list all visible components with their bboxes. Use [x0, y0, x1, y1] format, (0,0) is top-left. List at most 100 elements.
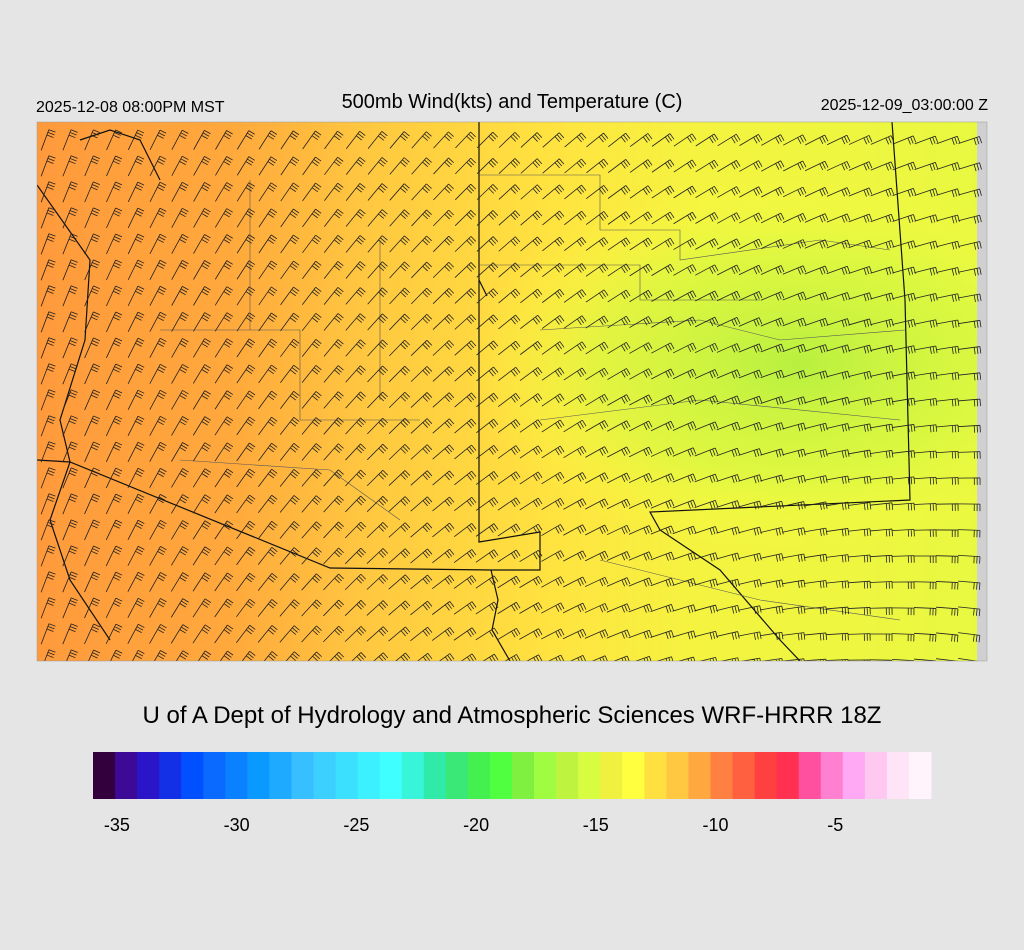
- wind-barb: [302, 208, 322, 228]
- wind-barb: [650, 447, 675, 457]
- wind-barb: [958, 188, 982, 198]
- wind-barb: [936, 162, 961, 172]
- wind-barb: [563, 550, 587, 562]
- wind-barb: [170, 546, 189, 566]
- wind-barb: [132, 649, 145, 661]
- wind-barb: [958, 398, 981, 407]
- wind-barb: [826, 318, 850, 328]
- wind-barb: [936, 398, 960, 407]
- wind-barb: [673, 316, 697, 328]
- wind-barb: [192, 624, 212, 644]
- wind-barb: [192, 364, 211, 384]
- wind-barb: [935, 555, 959, 564]
- wind-barb: [106, 311, 123, 333]
- wind-barb: [892, 161, 917, 171]
- wind-barb: [563, 472, 587, 484]
- wind-barb: [541, 576, 565, 588]
- wind-barb: [585, 367, 609, 381]
- wind-barb: [673, 238, 697, 250]
- wind-barb: [432, 288, 455, 304]
- color-swatch: [842, 752, 866, 799]
- wind-barb: [193, 234, 211, 254]
- wind-barb: [958, 293, 982, 303]
- color-swatch: [622, 752, 645, 799]
- wind-barb: [804, 160, 829, 172]
- wind-barb: [279, 521, 300, 539]
- wind-barb: [607, 341, 631, 355]
- wind-barb: [127, 545, 145, 566]
- wind-barb: [40, 441, 56, 463]
- wind-barb: [475, 627, 499, 641]
- wind-barb: [127, 233, 145, 255]
- wind-barb: [66, 649, 78, 661]
- wind-barb: [563, 393, 587, 407]
- wind-barb: [149, 415, 167, 436]
- wind-barb: [717, 186, 741, 198]
- wind-barb: [62, 285, 78, 307]
- colorbar: -35 -30 -25 -20 -15 -10 -5: [93, 752, 932, 835]
- wind-barb: [258, 390, 278, 410]
- wind-barb: [475, 497, 499, 511]
- wind-barb: [738, 579, 762, 588]
- wind-barb: [848, 397, 872, 406]
- wind-barb: [475, 523, 499, 537]
- wind-barb: [892, 266, 916, 276]
- wind-barb: [236, 598, 256, 618]
- wind-barb: [214, 624, 234, 644]
- wind-barb: [848, 266, 873, 276]
- wind-barb: [672, 499, 697, 509]
- wind-barb: [62, 623, 78, 645]
- wind-barb: [520, 132, 543, 148]
- wind-barb: [411, 183, 432, 201]
- wind-barb: [542, 210, 565, 226]
- wind-barb: [192, 468, 211, 488]
- color-swatch: [203, 752, 226, 799]
- border: [478, 279, 488, 297]
- wind-barb: [870, 292, 894, 302]
- wind-barb: [236, 312, 256, 332]
- wind-barb: [628, 446, 653, 458]
- border: [37, 184, 111, 641]
- wind-barb: [40, 285, 56, 307]
- wind-barb: [149, 441, 167, 462]
- wind-barb: [323, 313, 344, 331]
- wind-barb: [127, 493, 145, 514]
- valid-local: 2025-12-08 08:00PM MST: [36, 99, 225, 116]
- wind-barb: [804, 475, 828, 484]
- wind-barb: [498, 184, 521, 200]
- map: [37, 122, 987, 661]
- wind-barb: [914, 240, 938, 250]
- wind-barb: [453, 549, 477, 563]
- wind-barb: [127, 181, 145, 203]
- wind-barb: [848, 528, 872, 537]
- wind-barb: [236, 468, 256, 488]
- wind-barb: [149, 155, 167, 177]
- wind-barb: [957, 554, 981, 564]
- wind-barb: [677, 656, 696, 661]
- wind-barb: [454, 183, 477, 201]
- wind-barb: [805, 134, 829, 146]
- color-swatch: [313, 752, 337, 799]
- wind-barb: [870, 161, 895, 171]
- wind-barb: [848, 344, 872, 354]
- color-swatch: [291, 752, 315, 799]
- wind-barb: [914, 293, 938, 302]
- wind-barb: [847, 607, 871, 615]
- wind-barb: [606, 603, 631, 613]
- wind-barb: [279, 495, 300, 513]
- wind-barb: [323, 365, 344, 383]
- wind-barb: [324, 156, 344, 176]
- wind-barb: [476, 236, 499, 252]
- wind-barb: [302, 260, 322, 280]
- color-swatch: [776, 752, 800, 799]
- wind-barb: [149, 259, 167, 280]
- wind-barb: [848, 554, 872, 563]
- wind-barb: [716, 447, 741, 457]
- wind-barb: [498, 314, 521, 330]
- wind-barb: [323, 573, 344, 591]
- wind-barb: [373, 652, 389, 661]
- wind-barb: [257, 573, 278, 591]
- wind-barb: [410, 366, 433, 382]
- wind-barb: [62, 363, 78, 385]
- wind-barb: [672, 342, 697, 354]
